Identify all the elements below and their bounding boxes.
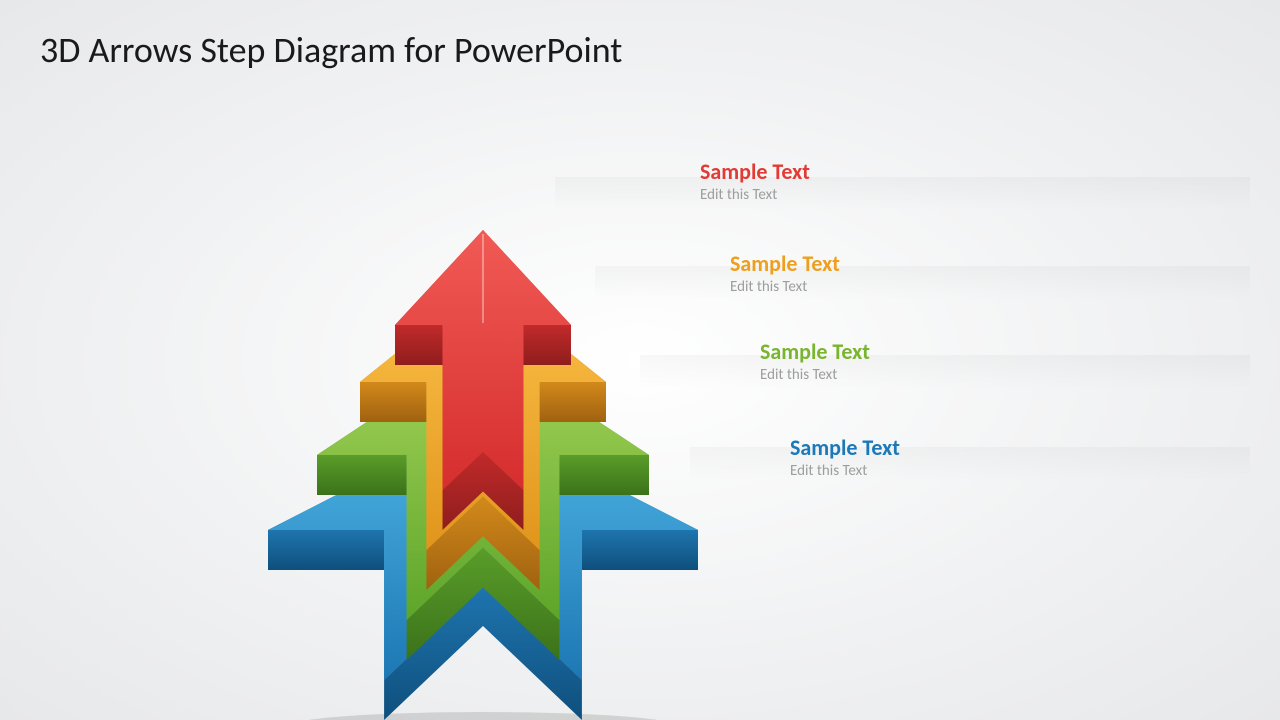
arrows-svg — [248, 120, 718, 690]
label-green: Sample Text Edit this Text — [760, 340, 870, 384]
label-sub: Edit this Text — [730, 278, 840, 296]
label-heading: Sample Text — [760, 340, 870, 364]
band-2 — [640, 355, 1250, 389]
label-blue: Sample Text Edit this Text — [790, 436, 900, 480]
arrow-side-layer-3-green — [559, 455, 649, 495]
arrow-side-layer-4-blue — [582, 530, 698, 570]
arrow-side-layer-3-green — [317, 455, 407, 495]
label-orange: Sample Text Edit this Text — [730, 252, 840, 296]
label-heading: Sample Text — [790, 436, 900, 460]
label-sub: Edit this Text — [760, 366, 870, 384]
label-sub: Edit this Text — [790, 462, 900, 480]
arrow-side-layer-4-blue — [268, 530, 384, 570]
label-heading: Sample Text — [730, 252, 840, 276]
arrow-side-layer-1-red — [523, 325, 571, 365]
arrow-diagram — [248, 120, 718, 690]
arrow-side-layer-2-orange — [540, 382, 606, 422]
band-1 — [690, 447, 1250, 481]
arrow-side-layer-1-red — [395, 325, 443, 365]
arrow-side-layer-2-orange — [360, 382, 426, 422]
